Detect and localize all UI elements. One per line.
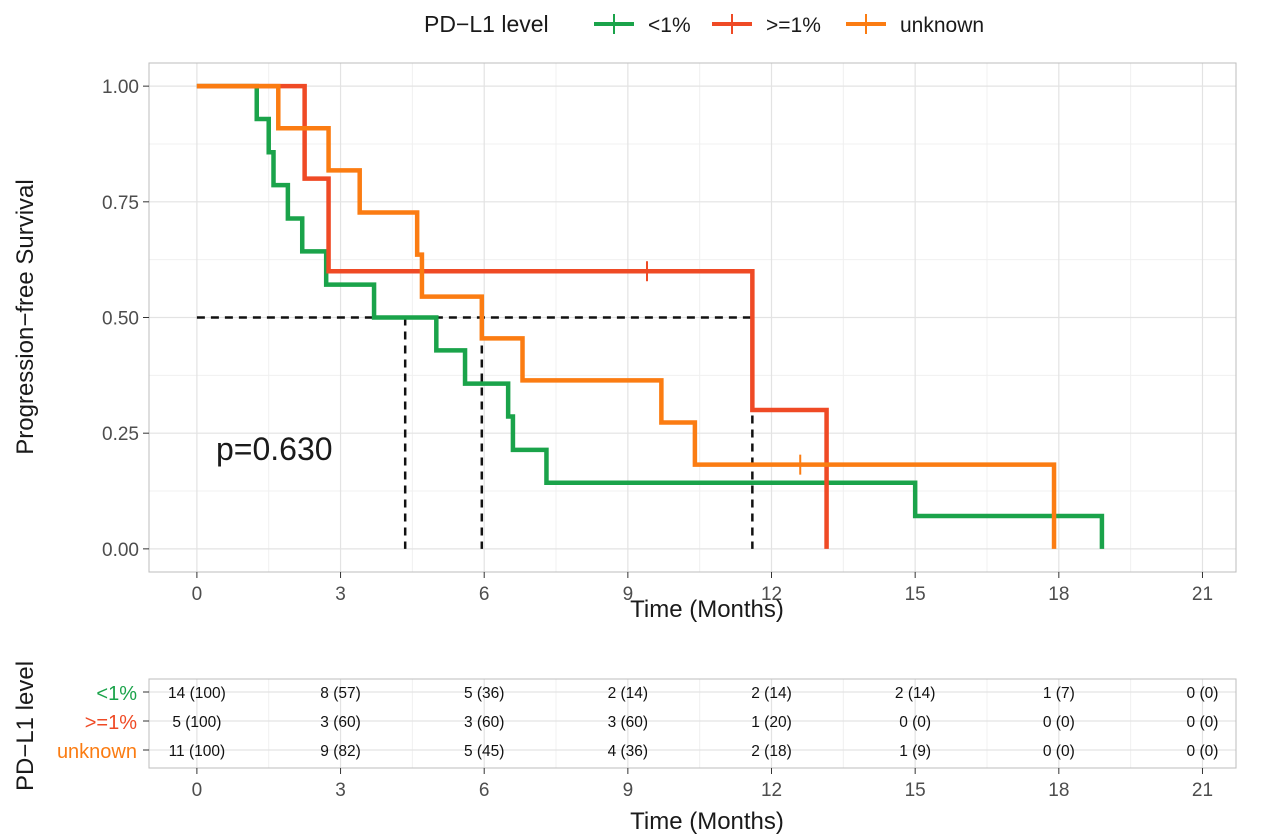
risk-table-y-axis-title: PD−L1 level xyxy=(12,661,39,791)
risk-table-cell: 0 (0) xyxy=(1043,743,1075,760)
risk-table-cell: 9 (82) xyxy=(320,743,361,760)
km-x-tick-label: 9 xyxy=(623,584,634,605)
km-y-tick-label: 0.25 xyxy=(102,424,139,445)
risk-table-cell: 1 (7) xyxy=(1043,685,1075,702)
km-x-tick-label: 0 xyxy=(192,584,203,605)
risk-table-cell: 11 (100) xyxy=(169,743,226,760)
risk-x-tick-label: 0 xyxy=(192,780,203,801)
risk-table-x-axis-title: Time (Months) xyxy=(630,808,784,834)
km-plot-panel: p=0.630 xyxy=(148,62,1237,573)
risk-table-cell: 2 (18) xyxy=(751,743,792,760)
risk-table-cell: 2 (14) xyxy=(751,685,792,702)
risk-row-label-high: >=1% xyxy=(85,712,137,734)
risk-x-tick-label: 9 xyxy=(623,780,634,801)
km-y-tick-label: 1.00 xyxy=(102,77,139,98)
risk-table-cell: 0 (0) xyxy=(1043,714,1075,731)
risk-table-cell: 5 (100) xyxy=(172,714,221,731)
legend-label-unknown: unknown xyxy=(900,14,984,37)
p-value-annotation: p=0.630 xyxy=(216,431,333,467)
legend-label-low: <1% xyxy=(648,14,691,37)
risk-x-tick-label: 3 xyxy=(335,780,346,801)
legend: PD−L1 level <1% >=1% unknown xyxy=(424,11,984,37)
risk-table-cell: 3 (60) xyxy=(320,714,361,731)
km-curve-unknown xyxy=(196,83,1057,549)
risk-table-background xyxy=(149,679,1236,768)
median-reference-lines xyxy=(196,316,754,549)
risk-x-tick-label: 18 xyxy=(1048,780,1069,801)
risk-table-cell: 5 (36) xyxy=(464,685,505,702)
risk-table-cell: 0 (0) xyxy=(1187,743,1219,760)
km-x-tick-label: 12 xyxy=(761,584,782,605)
km-y-tick-label: 0.50 xyxy=(102,309,139,330)
risk-x-tick-label: 21 xyxy=(1192,780,1213,801)
km-curves xyxy=(196,83,1105,549)
risk-x-tick-label: 12 xyxy=(761,780,782,801)
risk-table-cell: 0 (0) xyxy=(899,714,931,731)
risk-x-tick-label: 6 xyxy=(479,780,490,801)
km-y-tick-label: 0.75 xyxy=(102,193,139,214)
risk-table-border xyxy=(148,678,1237,769)
risk-table-cell: 14 (100) xyxy=(168,685,226,702)
risk-table-cell: 1 (9) xyxy=(899,743,931,760)
km-curve-high xyxy=(196,83,829,549)
risk-table-cell: 1 (20) xyxy=(751,714,792,731)
km-x-tick-label: 18 xyxy=(1048,584,1069,605)
risk-table-cells: 14 (100) 8 (57) 5 (36) 2 (14) 2 (14) 2 (14) 1 … xyxy=(168,685,1218,760)
risk-row-label-low: <1% xyxy=(96,683,137,705)
legend-key-low xyxy=(594,14,634,34)
risk-table-cell: 2 (14) xyxy=(895,685,936,702)
risk-row-label-unknown: unknown xyxy=(57,741,137,763)
km-x-tick-label: 21 xyxy=(1192,584,1213,605)
km-y-axis-title: Progression−free Survival xyxy=(12,179,39,454)
km-x-tick-label: 15 xyxy=(905,584,926,605)
legend-key-high xyxy=(712,14,752,34)
km-axes: 0 3 6 9 12 15 18 21 0.00 0.25 0.50 0.75 1.00 xyxy=(102,77,1213,605)
risk-table-cell: 8 (57) xyxy=(320,685,361,702)
km-x-tick-label: 3 xyxy=(335,584,346,605)
km-curve-low xyxy=(196,83,1105,549)
risk-table-grid xyxy=(149,679,1236,768)
risk-table-cell: 3 (60) xyxy=(608,714,649,731)
risk-table-axes: <1% >=1% unknown 0 3 6 9 12 15 18 21 xyxy=(57,683,1213,801)
risk-table-cell: 2 (14) xyxy=(608,685,649,702)
risk-table-cell: 0 (0) xyxy=(1187,685,1219,702)
legend-key-unknown xyxy=(846,14,886,34)
legend-label-high: >=1% xyxy=(766,14,821,37)
km-x-axis-title: Time (Months) xyxy=(630,596,784,623)
km-x-tick-label: 6 xyxy=(479,584,490,605)
risk-table-cell: 3 (60) xyxy=(464,714,505,731)
risk-table-cell: 5 (45) xyxy=(464,743,505,760)
risk-x-tick-label: 15 xyxy=(905,780,926,801)
legend-title: PD−L1 level xyxy=(424,11,549,37)
km-y-tick-label: 0.00 xyxy=(102,540,139,561)
risk-table-cell: 4 (36) xyxy=(608,743,649,760)
risk-table-cell: 0 (0) xyxy=(1187,714,1219,731)
risk-table-panel: 14 (100) 8 (57) 5 (36) 2 (14) 2 (14) 2 (14) 1 … xyxy=(148,678,1237,769)
